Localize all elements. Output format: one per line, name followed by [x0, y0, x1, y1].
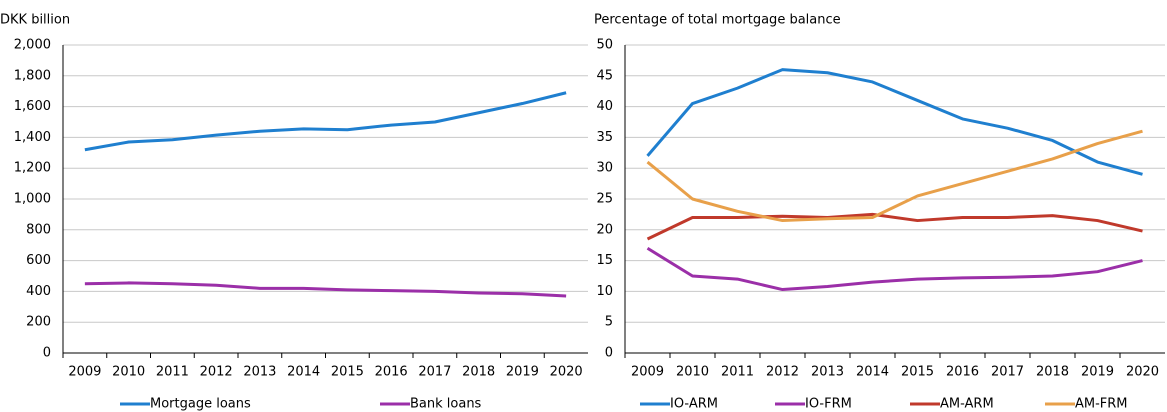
y-tick-label: 5	[605, 315, 613, 330]
y-axis-label: DKK billion	[0, 13, 70, 28]
x-tick-label: 2017	[418, 365, 451, 380]
x-tick-label: 2014	[856, 365, 889, 380]
x-tick-label: 2009	[68, 365, 101, 380]
x-tick-label: 2015	[901, 365, 934, 380]
series-line	[646, 68, 1143, 176]
legend-label: Mortgage loans	[150, 397, 251, 412]
y-tick-label: 1,400	[14, 130, 51, 145]
x-tick-label: 2012	[200, 365, 233, 380]
y-tick-label: 20	[596, 222, 613, 237]
x-tick-label: 2016	[946, 365, 979, 380]
y-tick-label: 40	[596, 99, 613, 114]
x-tick-label: 2011	[721, 365, 754, 380]
y-tick-label: 600	[26, 253, 51, 268]
y-tick-label: 45	[596, 68, 613, 83]
x-tick-label: 2015	[331, 365, 364, 380]
y-tick-label: 0	[43, 346, 51, 361]
x-tick-label: 2018	[1036, 365, 1069, 380]
series-line	[84, 91, 567, 152]
x-tick-label: 2020	[1126, 365, 1159, 380]
series-line	[646, 129, 1143, 223]
legend-label: AM-FRM	[1075, 397, 1128, 412]
y-tick-label: 10	[596, 284, 613, 299]
x-tick-label: 2010	[112, 365, 145, 380]
x-tick-label: 2010	[676, 365, 709, 380]
x-tick-label: 2019	[506, 365, 539, 380]
x-tick-label: 2013	[243, 365, 276, 380]
legend-label: IO-ARM	[670, 397, 718, 412]
x-tick-label: 2012	[766, 365, 799, 380]
x-tick-label: 2016	[375, 365, 408, 380]
y-tick-label: 200	[26, 315, 51, 330]
legend-label: AM-ARM	[940, 397, 994, 412]
x-tick-label: 2019	[1081, 365, 1114, 380]
x-tick-label: 2020	[550, 365, 583, 380]
y-tick-label: 1,600	[14, 99, 51, 114]
x-tick-label: 2011	[156, 365, 189, 380]
y-tick-label: 1,000	[14, 192, 51, 207]
series-line	[646, 212, 1143, 241]
y-tick-label: 2,000	[14, 38, 51, 53]
x-tick-label: 2009	[631, 365, 664, 380]
x-tick-label: 2017	[991, 365, 1024, 380]
y-tick-label: 400	[26, 284, 51, 299]
y-tick-label: 50	[596, 38, 613, 53]
y-tick-label: 1,800	[14, 68, 51, 83]
x-tick-label: 2014	[287, 365, 320, 380]
y-axis-label: Percentage of total mortgage balance	[594, 13, 841, 28]
legend-label: Bank loans	[410, 397, 482, 412]
y-tick-label: 30	[596, 161, 613, 176]
y-tick-label: 1,200	[14, 161, 51, 176]
y-tick-label: 35	[596, 130, 613, 145]
y-tick-label: 15	[596, 253, 613, 268]
y-tick-label: 0	[605, 346, 613, 361]
legend-label: IO-FRM	[805, 397, 852, 412]
x-tick-label: 2018	[462, 365, 495, 380]
x-tick-label: 2013	[811, 365, 844, 380]
y-tick-label: 25	[596, 192, 613, 207]
series-line	[646, 247, 1143, 292]
y-tick-label: 800	[26, 222, 51, 237]
series-line	[84, 281, 567, 298]
